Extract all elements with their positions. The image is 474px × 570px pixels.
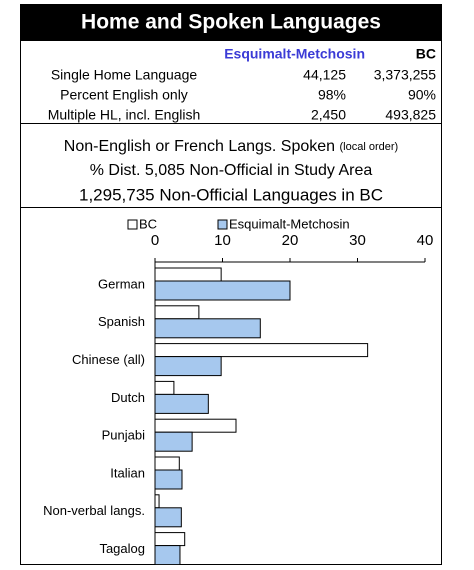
note: % Dist. 5,085 Non-Official in Study Area xyxy=(90,162,373,179)
category-label: Punjabi xyxy=(102,428,145,443)
bar xyxy=(154,507,182,528)
row-label: Multiple HL, incl. English xyxy=(48,107,201,123)
cell: 44,125 xyxy=(303,67,346,83)
note-heading: Non-English or French Langs. Spoken xyxy=(64,138,335,155)
category-label: Chinese (all) xyxy=(72,352,145,367)
bar xyxy=(154,318,261,339)
bar xyxy=(154,356,222,377)
x-tick-label: 0 xyxy=(151,232,159,249)
cell: 98% xyxy=(318,87,346,103)
cell: 3,373,255 xyxy=(374,67,436,83)
cell: 2,450 xyxy=(311,107,346,123)
row-label: Percent English only xyxy=(60,87,188,103)
x-tick-label: 10 xyxy=(214,232,231,249)
x-tick-label: 30 xyxy=(349,232,366,249)
note: Non-English or French Langs. Spoken (loc… xyxy=(64,138,398,155)
title: Home and Spoken Languages xyxy=(81,11,381,34)
bar xyxy=(154,431,193,452)
bar xyxy=(154,343,369,358)
x-tick-label: 40 xyxy=(417,232,434,249)
note-small: (local order) xyxy=(340,141,399,153)
column-header: BC xyxy=(416,46,436,62)
bar xyxy=(154,380,175,395)
bar xyxy=(154,532,186,547)
bar xyxy=(154,393,209,414)
legend-label: BC xyxy=(139,216,157,231)
bar xyxy=(154,267,222,282)
bar xyxy=(154,305,200,320)
bar xyxy=(154,469,183,490)
bar xyxy=(154,280,291,301)
category-label: Dutch xyxy=(111,390,145,405)
bar xyxy=(154,456,180,471)
row-label: Single Home Language xyxy=(51,67,198,83)
category-label: Italian xyxy=(110,465,145,480)
category-label: German xyxy=(98,276,145,291)
note: 1,295,735 Non-Official Languages in BC xyxy=(79,185,383,204)
category-label: Tagalog xyxy=(99,541,145,556)
legend-swatch xyxy=(217,219,228,230)
cell: 493,825 xyxy=(385,107,436,123)
legend-swatch xyxy=(127,219,138,230)
bar xyxy=(154,494,160,509)
bar xyxy=(154,418,237,433)
legend-label: Esquimalt-Metchosin xyxy=(229,216,350,231)
x-tick-label: 20 xyxy=(282,232,299,249)
category-label: Spanish xyxy=(98,314,145,329)
column-header: Esquimalt-Metchosin xyxy=(224,46,365,62)
bar xyxy=(154,545,181,566)
category-label: Non-verbal langs. xyxy=(43,503,145,518)
title-bar xyxy=(20,4,442,40)
cell: 90% xyxy=(408,87,436,103)
